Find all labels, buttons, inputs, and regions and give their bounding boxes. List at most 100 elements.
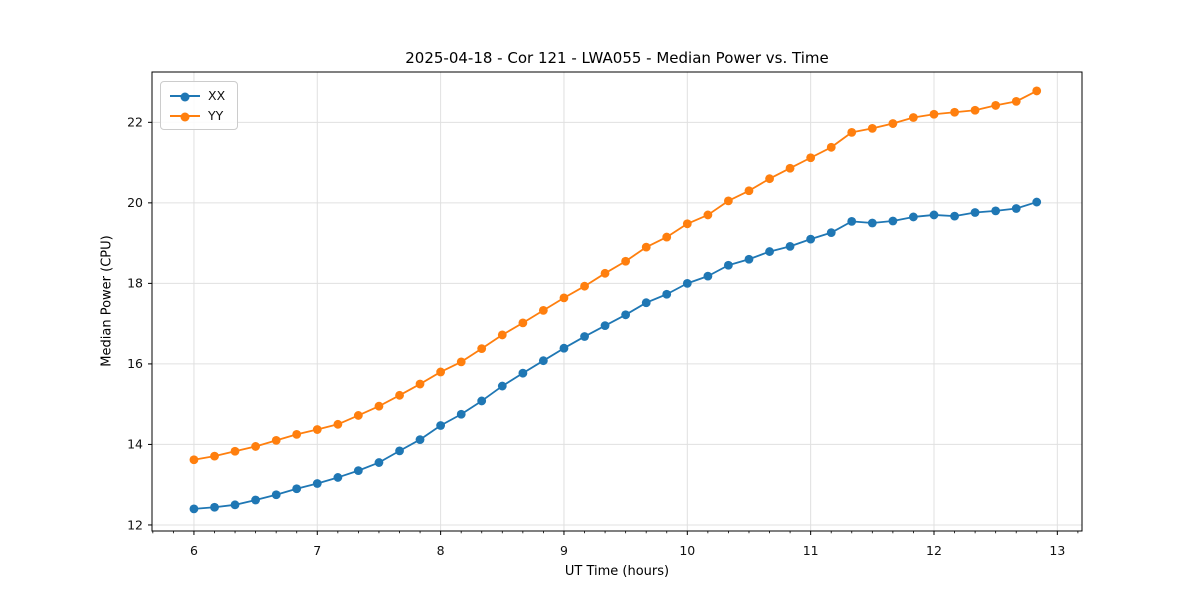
y-tick-label: 12 <box>127 517 143 532</box>
data-point-yy <box>559 293 569 303</box>
data-point-xx <box>703 271 713 281</box>
data-point-xx <box>497 381 507 391</box>
y-tick-label: 18 <box>127 276 143 291</box>
data-point-yy <box>950 107 959 117</box>
data-point-yy <box>251 442 261 451</box>
data-point-yy <box>621 256 631 266</box>
data-point-yy <box>1032 86 1042 96</box>
data-point-xx <box>847 216 857 226</box>
data-point-xx <box>189 504 199 514</box>
data-point-xx <box>929 210 939 220</box>
data-point-xx <box>395 446 404 456</box>
data-point-xx <box>271 490 281 500</box>
legend-label-xx: XX <box>208 88 226 103</box>
x-tick-label: 11 <box>803 543 819 558</box>
data-point-yy <box>641 242 651 252</box>
data-point-xx <box>436 421 446 430</box>
data-point-xx <box>580 332 589 341</box>
data-point-yy <box>908 113 918 122</box>
data-point-yy <box>436 367 446 377</box>
data-point-yy <box>518 318 528 328</box>
data-point-yy <box>395 390 404 400</box>
data-point-yy <box>538 305 548 315</box>
data-point-xx <box>538 356 548 366</box>
legend-dot-yy <box>180 112 190 121</box>
data-point-yy <box>353 411 363 420</box>
data-point-xx <box>970 208 980 217</box>
data-point-xx <box>292 484 302 494</box>
data-point-yy <box>210 451 219 461</box>
data-point-xx <box>1011 204 1021 213</box>
y-tick-label: 22 <box>127 115 143 130</box>
data-point-yy <box>497 330 507 340</box>
data-point-xx <box>353 466 363 476</box>
x-tick-label: 8 <box>437 543 445 558</box>
data-point-xx <box>888 216 898 226</box>
data-point-yy <box>312 425 322 434</box>
data-point-yy <box>929 109 939 119</box>
data-point-yy <box>189 455 199 465</box>
data-point-xx <box>374 458 384 467</box>
x-tick-label: 9 <box>560 543 568 558</box>
data-point-yy <box>785 163 795 173</box>
data-point-yy <box>456 357 466 367</box>
data-point-xx <box>456 409 466 419</box>
legend-item-yy: YY <box>170 108 225 123</box>
legend-dot-xx <box>180 92 190 101</box>
data-point-yy <box>580 281 589 291</box>
series-line-yy <box>193 90 1038 461</box>
legend-item-xx: XX <box>170 88 225 103</box>
x-tick-label: 10 <box>679 543 695 558</box>
data-point-xx <box>682 278 692 288</box>
data-point-xx <box>251 495 261 505</box>
x-tick-label: 13 <box>1049 543 1065 558</box>
data-point-yy <box>230 446 240 456</box>
x-axis-label: UT Time (hours) <box>564 564 670 579</box>
data-point-xx <box>723 260 733 270</box>
data-point-yy <box>867 123 877 133</box>
chart-title: 2025-04-18 - Cor 121 - LWA055 - Median P… <box>405 49 829 67</box>
data-point-yy <box>826 142 836 152</box>
data-point-yy <box>847 127 857 137</box>
data-point-yy <box>806 153 816 163</box>
data-point-yy <box>477 344 487 354</box>
data-point-xx <box>806 234 816 244</box>
data-point-xx <box>600 321 610 331</box>
data-point-xx <box>1032 197 1042 207</box>
data-point-xx <box>518 368 528 378</box>
data-point-yy <box>271 436 281 445</box>
data-point-xx <box>785 241 795 251</box>
data-point-xx <box>641 298 651 308</box>
data-point-xx <box>867 218 877 228</box>
data-point-xx <box>765 247 774 256</box>
data-point-xx <box>415 435 425 444</box>
x-tick-label: 12 <box>926 543 942 558</box>
data-point-xx <box>230 500 240 510</box>
data-point-yy <box>292 429 302 439</box>
data-point-yy <box>765 174 774 184</box>
data-point-xx <box>333 473 343 482</box>
data-point-xx <box>312 479 322 488</box>
data-point-yy <box>1011 96 1021 106</box>
data-point-yy <box>333 419 343 429</box>
series-line-xx <box>193 201 1038 510</box>
legend-line-marker-xx <box>170 92 200 101</box>
data-point-xx <box>908 212 918 222</box>
x-tick-label: 7 <box>313 543 321 558</box>
data-point-yy <box>970 105 980 115</box>
data-point-xx <box>744 254 754 264</box>
data-point-xx <box>477 396 487 406</box>
y-tick-label: 16 <box>127 356 143 371</box>
legend-label-yy: YY <box>208 108 224 123</box>
legend-line-marker-yy <box>170 112 200 121</box>
x-tick-label: 6 <box>190 543 198 558</box>
y-tick-label: 14 <box>127 437 143 452</box>
y-tick-label: 20 <box>127 195 143 210</box>
data-point-yy <box>744 186 754 196</box>
y-axis-label: Median Power (CPU) <box>99 235 115 367</box>
plot-border <box>151 71 1083 532</box>
legend: XX YY <box>160 81 239 130</box>
data-point-xx <box>662 289 672 299</box>
